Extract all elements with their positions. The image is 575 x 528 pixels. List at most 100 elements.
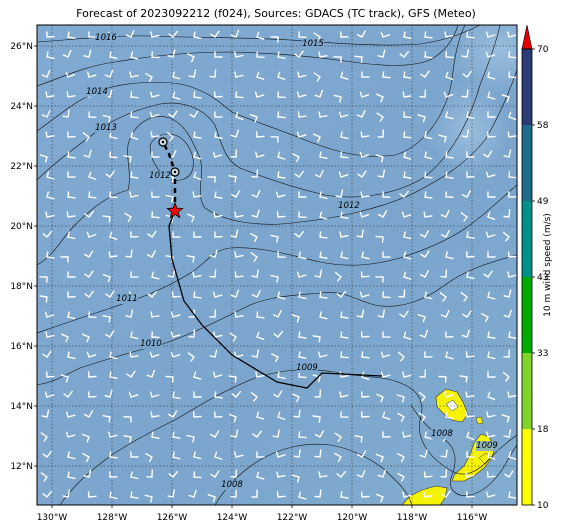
wind-barb xyxy=(314,430,325,438)
wind-barb xyxy=(375,393,384,403)
wind-barb xyxy=(294,50,304,58)
wind-barb xyxy=(170,351,181,358)
wind-barb xyxy=(150,31,160,38)
wind-barb xyxy=(193,391,202,398)
wind-barb xyxy=(354,435,363,443)
wind-barb xyxy=(86,351,97,358)
wind-barb xyxy=(210,470,220,478)
wind-barb xyxy=(235,91,244,99)
wind-barb xyxy=(334,271,342,282)
wind-barb xyxy=(507,251,517,258)
wind-barb xyxy=(508,111,517,120)
wind-barb xyxy=(445,71,454,81)
wind-barb xyxy=(486,411,496,418)
wind-barb xyxy=(252,430,262,438)
wind-barb xyxy=(403,31,412,39)
wind-barb xyxy=(40,472,48,482)
wind-barb xyxy=(209,249,218,258)
wind-barb xyxy=(293,449,301,458)
wind-barb xyxy=(507,391,517,398)
wind-barb xyxy=(424,171,433,179)
wind-barb xyxy=(130,111,139,119)
wind-barb xyxy=(250,252,258,262)
wind-barb xyxy=(149,351,160,358)
wind-barb xyxy=(45,331,55,338)
wind-barb xyxy=(445,51,454,59)
wind-barb xyxy=(382,251,391,258)
colorbar-label: 10 m wind speed (m/s) xyxy=(543,213,553,317)
wind-barb xyxy=(254,91,265,98)
wind-barb xyxy=(234,271,244,278)
wind-barb xyxy=(424,151,433,160)
wind-barb xyxy=(123,435,132,443)
wind-barb xyxy=(230,489,237,498)
lon-tick-label: 118°W xyxy=(397,513,428,523)
wind-barb xyxy=(382,431,391,438)
isobar-label: 1009 xyxy=(296,363,318,373)
wind-barb xyxy=(109,151,118,159)
wind-barb xyxy=(109,471,118,478)
wind-barb xyxy=(146,369,156,378)
wind-barb xyxy=(503,429,512,438)
wind-barb xyxy=(130,471,139,480)
isobar-label: 1010 xyxy=(140,339,162,349)
wind-barb xyxy=(359,211,370,218)
wind-barb xyxy=(67,231,76,240)
wind-barb xyxy=(361,391,370,398)
lat-tick-label: 18°N xyxy=(10,282,33,292)
wind-barb xyxy=(487,251,496,258)
wind-barb xyxy=(186,255,195,263)
wind-barb xyxy=(251,269,259,278)
wind-barb xyxy=(423,491,433,498)
wind-barb xyxy=(277,291,286,300)
wind-barb xyxy=(483,270,493,278)
wind-barb xyxy=(231,390,242,398)
wind-barb xyxy=(377,169,386,178)
wind-barb xyxy=(445,251,454,260)
colorbar-tick-label: 33 xyxy=(537,349,548,359)
wind-barb xyxy=(88,111,97,118)
wind-barb xyxy=(440,209,450,218)
wind-barb xyxy=(294,230,305,238)
wind-barb xyxy=(419,329,429,338)
wind-barb xyxy=(487,211,496,220)
wind-barb xyxy=(397,453,405,463)
wind-barb xyxy=(251,489,258,498)
colorbar-tick-label: 58 xyxy=(537,121,549,131)
wind-barb xyxy=(314,449,322,458)
wind-barb xyxy=(188,69,197,78)
wind-barb xyxy=(44,391,55,398)
wind-barb xyxy=(361,351,370,359)
wind-barb xyxy=(359,151,370,158)
wind-barb xyxy=(375,93,384,103)
wind-barb xyxy=(403,231,412,240)
wind-barb xyxy=(46,171,55,180)
wind-barb xyxy=(251,189,261,198)
wind-barb xyxy=(508,71,517,79)
wind-barb xyxy=(214,191,223,199)
wind-barb xyxy=(508,451,517,460)
wind-barb xyxy=(312,133,321,143)
wind-barb xyxy=(465,351,475,358)
wind-barb xyxy=(44,311,55,318)
wind-barb xyxy=(461,129,470,138)
wind-barb xyxy=(319,311,328,320)
wind-barb xyxy=(212,371,223,378)
wind-barb xyxy=(340,311,349,319)
wind-barb xyxy=(130,231,139,238)
wind-barb xyxy=(67,171,76,178)
wind-barb xyxy=(334,452,342,462)
wind-barb xyxy=(420,250,430,258)
wind-barb xyxy=(402,491,412,498)
wind-barb xyxy=(62,49,72,58)
wind-barb xyxy=(167,49,176,58)
lat-tick-label: 22°N xyxy=(10,162,33,172)
wind-barb xyxy=(109,491,118,500)
lon-tick-label: 128°W xyxy=(97,513,128,523)
wind-barb xyxy=(102,215,111,223)
wind-barb xyxy=(172,231,181,238)
wind-barb xyxy=(423,211,433,218)
wind-barb xyxy=(270,36,279,43)
wind-barb xyxy=(445,171,454,179)
wind-barb xyxy=(401,211,412,218)
